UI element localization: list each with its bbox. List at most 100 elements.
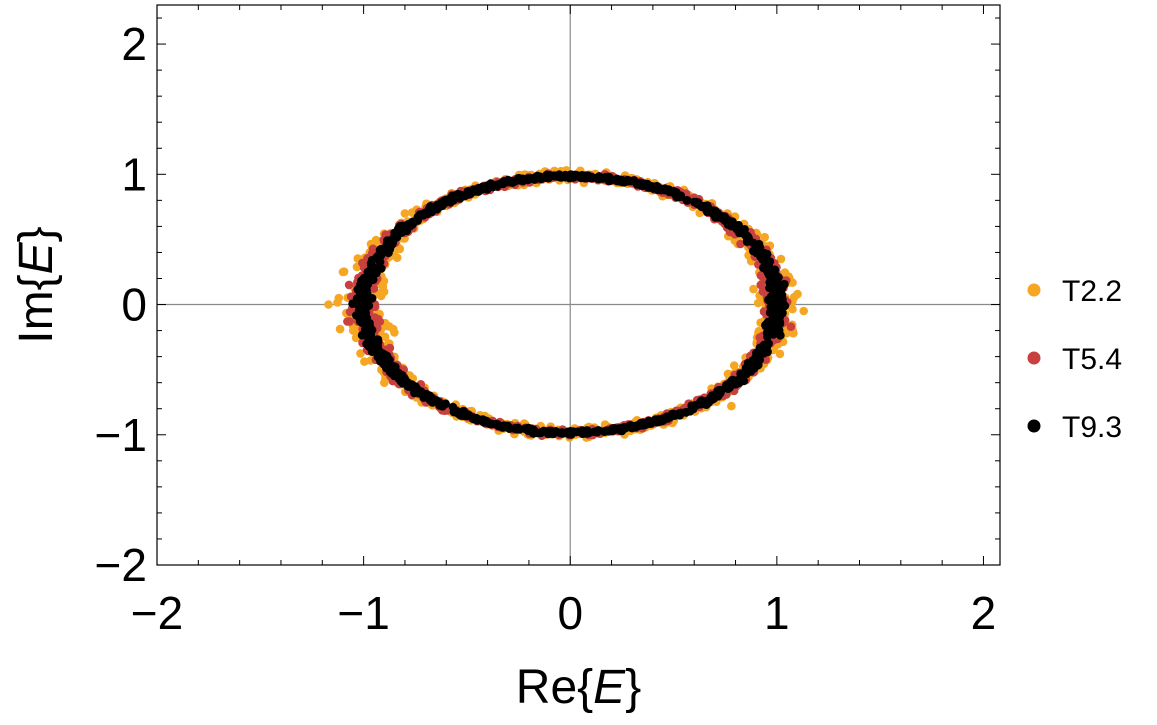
x-tick-label: 2 bbox=[971, 587, 997, 639]
x-tick-label: −1 bbox=[337, 587, 389, 639]
x-axis-label: Re{E} bbox=[516, 661, 641, 714]
points-group bbox=[324, 166, 808, 442]
point-T2.2 bbox=[407, 208, 417, 217]
point-T9.3 bbox=[752, 358, 761, 368]
point-T9.3 bbox=[460, 411, 470, 420]
point-T9.3 bbox=[711, 206, 720, 216]
x-tick-label: 0 bbox=[557, 587, 583, 639]
point-T9.3 bbox=[441, 195, 451, 205]
point-T9.3 bbox=[669, 186, 678, 196]
point-T9.3 bbox=[390, 228, 399, 238]
point-T2.2 bbox=[760, 232, 769, 242]
point-T2.2 bbox=[360, 357, 369, 366]
point-T5.4 bbox=[344, 280, 354, 290]
point-T5.4 bbox=[368, 244, 378, 254]
point-T5.4 bbox=[385, 343, 395, 353]
point-T9.3 bbox=[529, 429, 538, 438]
point-T9.3 bbox=[521, 424, 530, 434]
point-T9.3 bbox=[604, 174, 614, 183]
x-tick-label: 1 bbox=[764, 587, 790, 639]
point-T2.2 bbox=[788, 304, 797, 314]
point-T2.2 bbox=[753, 298, 763, 308]
point-T9.3 bbox=[367, 347, 377, 357]
point-T9.3 bbox=[427, 393, 437, 403]
legend-label-T5.4: T5.4 bbox=[1062, 343, 1122, 376]
point-T9.3 bbox=[463, 190, 473, 199]
series-T9.3 bbox=[348, 170, 790, 439]
point-T9.3 bbox=[607, 426, 616, 436]
point-T9.3 bbox=[583, 171, 592, 180]
point-T2.2 bbox=[749, 284, 758, 294]
point-T9.3 bbox=[764, 295, 773, 305]
point-T9.3 bbox=[412, 387, 421, 397]
point-T2.2 bbox=[775, 349, 785, 359]
point-T5.4 bbox=[756, 271, 766, 280]
point-T2.2 bbox=[338, 267, 348, 277]
point-T9.3 bbox=[441, 399, 450, 409]
point-T9.3 bbox=[724, 218, 734, 228]
point-T9.3 bbox=[396, 375, 406, 385]
point-T9.3 bbox=[698, 397, 708, 406]
point-T9.3 bbox=[765, 257, 775, 266]
axes-group bbox=[157, 5, 1000, 565]
point-T9.3 bbox=[503, 421, 513, 431]
point-T5.4 bbox=[786, 322, 796, 332]
point-T9.3 bbox=[565, 171, 575, 180]
point-T9.3 bbox=[759, 263, 768, 273]
point-T9.3 bbox=[383, 240, 392, 249]
point-T2.2 bbox=[727, 401, 736, 411]
point-T9.3 bbox=[594, 174, 603, 184]
point-T9.3 bbox=[681, 408, 691, 417]
point-T9.3 bbox=[362, 285, 371, 295]
point-T9.3 bbox=[373, 252, 383, 262]
point-T2.2 bbox=[349, 326, 358, 335]
point-T9.3 bbox=[494, 421, 503, 431]
point-T9.3 bbox=[574, 171, 584, 181]
point-T9.3 bbox=[348, 299, 357, 309]
point-T2.2 bbox=[400, 209, 410, 218]
point-T9.3 bbox=[731, 378, 740, 388]
point-T9.3 bbox=[700, 202, 709, 211]
point-T9.3 bbox=[733, 222, 742, 232]
point-T9.3 bbox=[384, 248, 393, 258]
point-T9.3 bbox=[628, 176, 637, 186]
y-tick-label: 0 bbox=[121, 279, 147, 331]
point-T9.3 bbox=[692, 400, 701, 410]
legend: T2.2 T5.4 T9.3 bbox=[1027, 275, 1122, 444]
point-T9.3 bbox=[365, 322, 375, 332]
point-T5.4 bbox=[758, 287, 768, 296]
point-T9.3 bbox=[534, 172, 544, 182]
point-T2.2 bbox=[380, 378, 389, 388]
point-T9.3 bbox=[407, 380, 417, 389]
point-T9.3 bbox=[452, 190, 461, 200]
point-T9.3 bbox=[640, 420, 650, 430]
point-T5.4 bbox=[755, 333, 764, 342]
x-tick-label: −2 bbox=[131, 587, 183, 639]
y-tick-label: 1 bbox=[121, 148, 147, 200]
point-T2.2 bbox=[384, 322, 394, 331]
frame-group bbox=[156, 4, 1001, 566]
point-T9.3 bbox=[771, 315, 780, 325]
point-T5.4 bbox=[345, 317, 355, 326]
point-T2.2 bbox=[789, 328, 798, 338]
point-T9.3 bbox=[401, 222, 410, 231]
y-tick-label: 2 bbox=[121, 18, 147, 70]
point-T9.3 bbox=[514, 173, 523, 183]
point-T9.3 bbox=[770, 274, 780, 283]
point-T9.3 bbox=[359, 297, 368, 307]
point-T9.3 bbox=[778, 308, 787, 318]
point-T9.3 bbox=[413, 212, 423, 222]
point-T9.3 bbox=[420, 392, 430, 401]
point-T9.3 bbox=[376, 244, 386, 254]
point-T9.3 bbox=[391, 368, 401, 377]
point-T9.3 bbox=[772, 302, 782, 312]
point-T9.3 bbox=[754, 239, 764, 249]
point-T5.4 bbox=[372, 319, 382, 328]
point-T9.3 bbox=[513, 423, 523, 433]
point-T5.4 bbox=[369, 284, 379, 293]
point-T2.2 bbox=[380, 332, 390, 342]
point-T9.3 bbox=[764, 339, 773, 348]
point-T9.3 bbox=[676, 191, 686, 200]
point-T2.2 bbox=[334, 293, 344, 303]
